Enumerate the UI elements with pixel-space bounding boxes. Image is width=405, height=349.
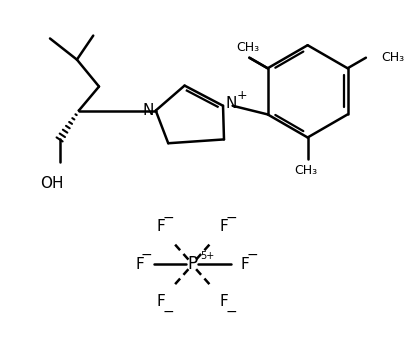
Text: CH₃: CH₃ [294,164,317,177]
Text: F: F [156,220,165,235]
Text: 5+: 5+ [200,251,214,261]
Text: −: − [246,248,258,262]
Text: F: F [220,220,228,235]
Text: F: F [220,294,228,309]
Text: F: F [156,294,165,309]
Text: F: F [241,257,249,272]
Text: −: − [226,211,237,225]
Text: CH₃: CH₃ [381,51,405,64]
Text: +: + [237,89,247,102]
Text: −: − [162,211,174,225]
Text: −: − [162,304,174,319]
Text: −: − [140,248,152,262]
Text: N: N [226,96,237,111]
Text: F: F [135,257,144,272]
Text: OH: OH [40,176,64,191]
Text: N: N [142,103,154,118]
Text: −: − [226,304,237,319]
Text: CH₃: CH₃ [236,40,259,54]
Text: P: P [187,255,197,273]
